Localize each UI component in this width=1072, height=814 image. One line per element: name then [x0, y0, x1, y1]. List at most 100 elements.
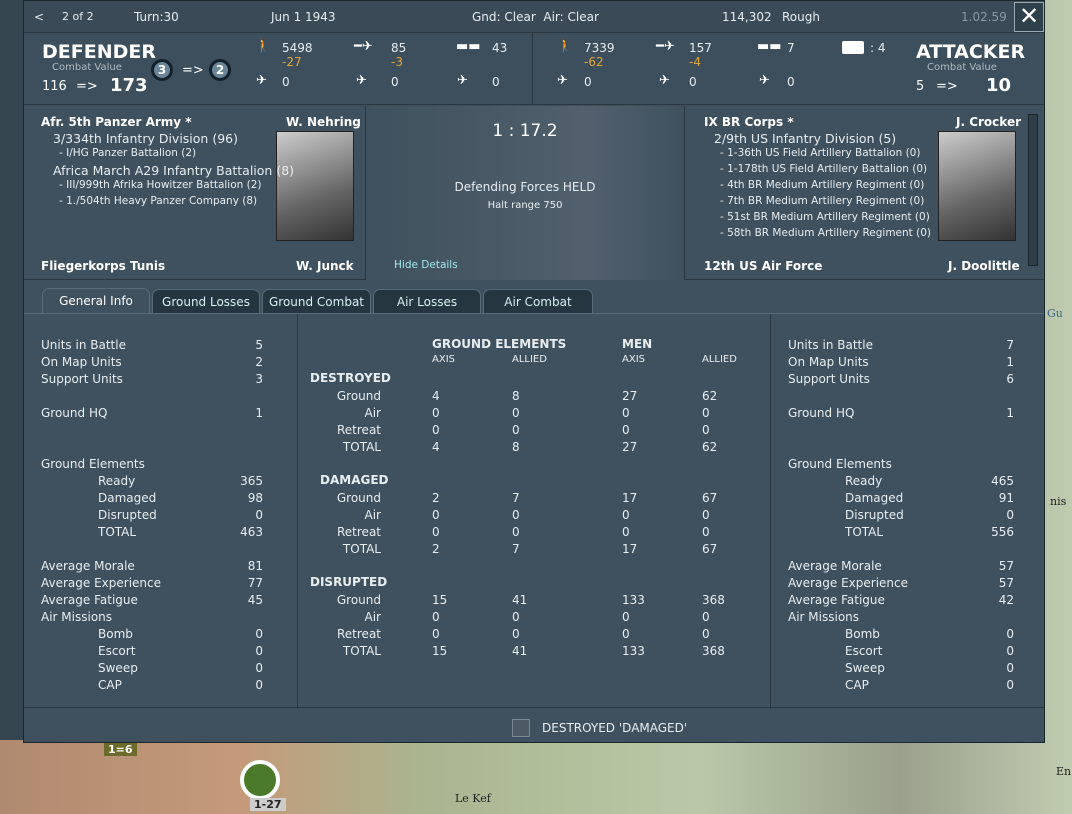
attacker-hq[interactable]: IX BR Corps *	[704, 115, 794, 129]
loss-value: 67	[702, 491, 718, 505]
top-bar: < 2 of 2 Turn:30 Jun 1 1943 Gnd: Clear A…	[24, 1, 1044, 33]
result-pane: 1 : 17.2 Defending Forces HELD Halt rang…	[365, 106, 685, 280]
unit-item[interactable]: - 1-178th US Field Artillery Battalion (…	[720, 163, 928, 175]
defender-units-pane: Afr. 5th Panzer Army * W. Nehring 3/334t…	[24, 106, 365, 280]
combat-details: Afr. 5th Panzer Army * W. Nehring 3/334t…	[24, 106, 1044, 280]
defender-cv-label: Combat Value	[52, 62, 122, 73]
row-label: TOTAL	[342, 644, 381, 658]
unit-item[interactable]: - 4th BR Medium Artillery Regiment (0)	[720, 179, 925, 191]
tank-icon: ▬▬	[757, 39, 782, 54]
loss-value: 0	[702, 423, 710, 437]
loss-value: 0	[622, 508, 630, 522]
column-header: AXIS	[432, 354, 455, 365]
unit-item[interactable]: 3/334th Infantry Division (96)	[53, 131, 238, 146]
unit-item[interactable]: - 1-36th US Field Artillery Battalion (0…	[720, 147, 921, 159]
tab-general-info[interactable]: General Info	[42, 288, 150, 313]
row-label: Air	[364, 610, 381, 624]
info-label: Units in Battle	[788, 338, 873, 352]
info-value: 556	[991, 525, 1014, 539]
checkbox-label: DESTROYED 'DAMAGED'	[542, 721, 688, 735]
loss-value: 15	[432, 593, 448, 607]
info-value: 81	[247, 559, 263, 573]
attacker-title: ATTACKER	[916, 41, 1026, 63]
bomber-icon: ✈	[356, 73, 367, 88]
transport-icon: ✈	[457, 73, 468, 88]
info-value: 7	[1006, 338, 1014, 352]
unit-item[interactable]: - III/999th Afrika Howitzer Battalion (2…	[59, 179, 262, 191]
map-unit-counter[interactable]: 1-27	[250, 798, 286, 811]
defender-air-hq[interactable]: Fliegerkorps Tunis	[41, 259, 166, 273]
loss-value: 2	[432, 491, 440, 505]
unit-item[interactable]: - 7th BR Medium Artillery Regiment (0)	[720, 195, 925, 207]
map-unit-counter[interactable]: 1=6	[104, 743, 137, 756]
divider	[532, 33, 533, 105]
loss-value: 8	[512, 440, 520, 454]
hide-details-link[interactable]: Hide Details	[394, 259, 458, 271]
row-label: Retreat	[337, 627, 381, 641]
page-indicator: 2 of 2	[62, 10, 94, 23]
scrollbar[interactable]	[1028, 114, 1038, 266]
row-label: Air	[364, 406, 381, 420]
map-label: En	[1056, 765, 1072, 778]
tab-ground-losses[interactable]: Ground Losses	[152, 289, 260, 313]
info-label: Ready	[98, 474, 136, 488]
loss-value: 8	[512, 389, 520, 403]
halt-range: Halt range 750	[487, 200, 563, 211]
info-label: On Map Units	[788, 355, 869, 369]
info-label: Average Morale	[41, 559, 135, 573]
attacker-air-hq[interactable]: 12th US Air Force	[704, 259, 823, 273]
previous-button[interactable]: <	[34, 10, 45, 24]
row-label: Retreat	[337, 423, 381, 437]
loss-value: 17	[622, 542, 638, 556]
unit-item[interactable]: 2/9th US Infantry Division (5)	[714, 131, 897, 146]
info-label: Bomb	[98, 627, 133, 641]
loss-value: 0	[702, 525, 710, 539]
info-label: Sweep	[98, 661, 138, 675]
unit-item[interactable]: - 51st BR Medium Artillery Regiment (0)	[720, 211, 930, 223]
loss-value: 7	[512, 491, 520, 505]
tank-icon: ▬▬	[456, 39, 481, 54]
info-label: Air Missions	[41, 610, 113, 624]
close-button[interactable]: ✕	[1014, 2, 1044, 32]
loss-value: 0	[622, 627, 630, 641]
defender-guns: 85	[391, 41, 407, 55]
unit-item[interactable]: Africa March A29 Infantry Battalion (8)	[53, 163, 295, 178]
loss-value: 0	[622, 525, 630, 539]
attacker-info-column: Units in Battle 7 On Map Units 1 Support Uni…	[771, 314, 1046, 709]
info-value: 45	[247, 593, 263, 607]
general-info-panel: Units in Battle 5 On Map Units 2 Support Uni…	[24, 313, 1046, 709]
unit-item[interactable]: - 1./504th Heavy Panzer Company (8)	[59, 195, 258, 207]
section-title: DAMAGED	[320, 473, 389, 487]
info-value: 0	[1006, 627, 1014, 641]
loss-value: 0	[432, 423, 440, 437]
attacker-afv: 7	[787, 41, 795, 55]
info-label: Support Units	[41, 372, 123, 386]
info-value: 0	[255, 678, 263, 692]
column-header: ALLIED	[512, 354, 547, 365]
turn-label: Turn:30	[134, 10, 179, 24]
row-label: Ground	[336, 491, 381, 505]
attacker-guns-loss: -4	[689, 55, 701, 69]
attacker-men-loss: -62	[584, 55, 604, 69]
attacker-cv-label: Combat Value	[927, 62, 997, 73]
defender-hq[interactable]: Afr. 5th Panzer Army *	[41, 115, 192, 129]
tab-air-combat[interactable]: Air Combat	[483, 289, 593, 313]
loss-value: 4	[432, 389, 440, 403]
unit-item[interactable]: - 58th BR Medium Artillery Regiment (0)	[720, 227, 931, 239]
infantry-icon: 🚶	[255, 39, 272, 54]
info-value: 77	[247, 576, 263, 590]
attacker-leader: J. Crocker	[956, 115, 1021, 129]
unit-item[interactable]: - I/HG Panzer Battalion (2)	[59, 147, 197, 159]
info-label: Air Missions	[788, 610, 860, 624]
tab-air-losses[interactable]: Air Losses	[373, 289, 481, 313]
info-label: Sweep	[845, 661, 885, 675]
defender-cv-to: 173	[110, 75, 148, 96]
tank-unit-icon[interactable]	[240, 760, 280, 800]
destroyed-damaged-checkbox[interactable]	[512, 719, 530, 737]
tab-ground-combat[interactable]: Ground Combat	[262, 289, 371, 313]
loss-value: 368	[702, 644, 725, 658]
defender-info-column: Units in Battle 5 On Map Units 2 Support Uni…	[24, 314, 297, 709]
info-label: Average Fatigue	[41, 593, 138, 607]
column-header: AXIS	[622, 354, 645, 365]
info-value: 1	[1006, 406, 1014, 420]
